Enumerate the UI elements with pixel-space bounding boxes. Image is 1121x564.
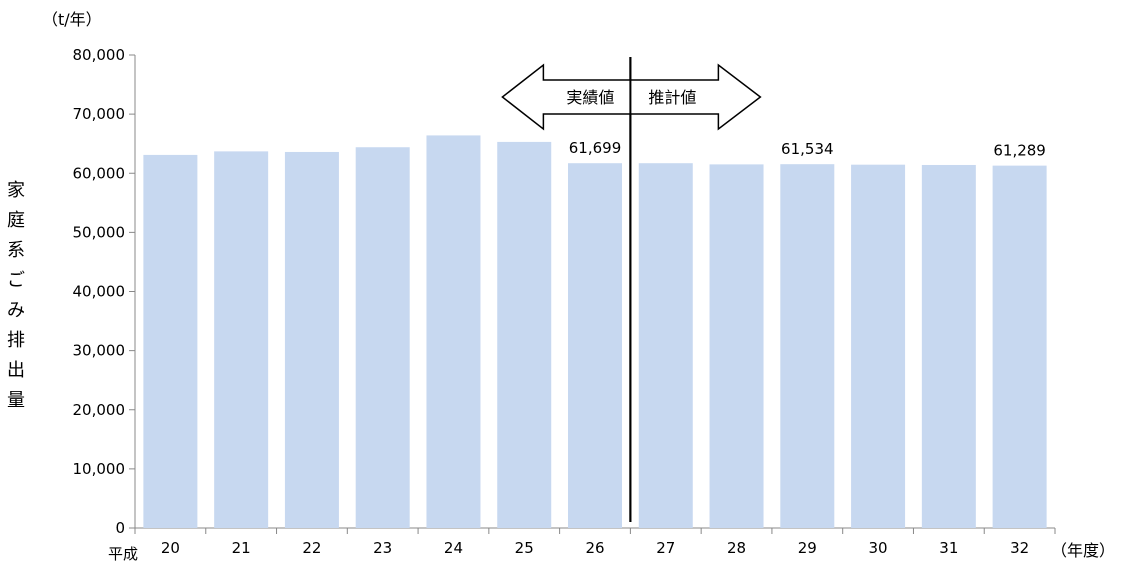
x-unit-label: （年度） [1051,541,1116,560]
data-label: 61,289 [993,142,1046,160]
y-tick-label: 80,000 [73,46,126,64]
y-axis-title-char: み [7,300,25,321]
y-axis-title-char: ご [7,270,25,291]
y-axis-title-char: 系 [7,240,25,261]
bar [143,154,198,528]
y-tick-label: 40,000 [73,283,126,301]
y-axis-title: 家庭系ごみ排出量 [4,176,28,416]
y-tick-label: 30,000 [73,342,126,360]
x-tick-label: 32 [1010,539,1029,557]
x-tick-label: 24 [444,539,463,557]
y-axis-title-char: 庭 [7,210,25,231]
x-tick-label: 28 [727,539,746,557]
bar [568,163,622,529]
x-tick-label: 31 [939,539,958,557]
y-tick-label: 0 [115,519,125,537]
x-tick-label: 22 [302,539,321,557]
bar [284,151,339,528]
x-tick-label: 27 [656,539,675,557]
bar [426,135,481,528]
x-tick-label: 29 [798,539,817,557]
x-tick-label: 26 [585,539,604,557]
x-tick-label: 25 [515,539,534,557]
y-axis-title-char: 家 [7,180,25,201]
arrow-left-label: 実績値 [566,88,614,107]
bar [497,141,552,528]
x-tick-label: 23 [373,539,392,557]
bar [355,147,410,529]
arrow-left-actual [501,63,632,131]
data-label: 61,699 [569,139,622,157]
y-axis-title-char: 量 [7,390,25,411]
bar [780,164,835,528]
y-axis-title-char: 出 [7,360,25,381]
bar [709,164,764,528]
bar [638,163,693,529]
bar [851,164,906,528]
y-tick-label: 20,000 [73,401,126,419]
x-tick-label: 20 [161,539,180,557]
arrow-right-label: 推計値 [648,88,696,107]
y-tick-label: 60,000 [73,164,126,182]
y-unit-label: （t/年） [42,10,102,29]
y-tick-label: 50,000 [73,223,126,241]
bar [992,165,1047,528]
x-era-label: 平成 [108,545,139,563]
y-axis-title-char: 排 [7,330,25,351]
arrow-right-forecast [629,63,762,131]
x-tick-label: 30 [869,539,888,557]
data-label: 61,534 [781,140,834,158]
bar [921,164,976,528]
x-tick-label: 21 [232,539,251,557]
y-tick-label: 10,000 [73,460,126,478]
y-tick-label: 70,000 [73,105,126,123]
bar [214,151,269,528]
